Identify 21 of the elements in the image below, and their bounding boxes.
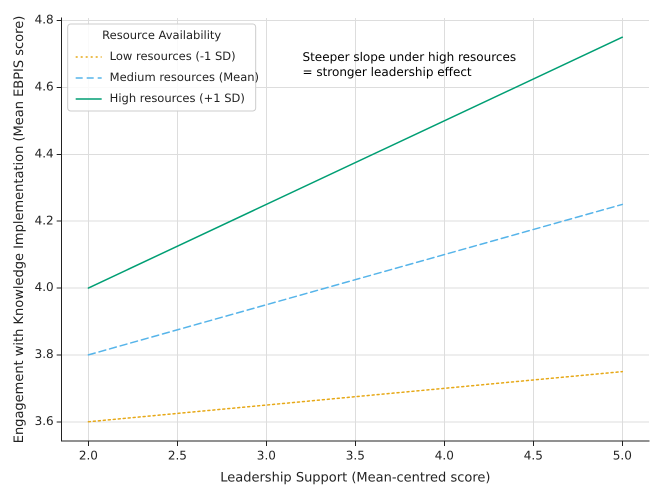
annotation: Steeper slope under high resources = stronger leadership effect [302, 50, 516, 80]
x-tick-label: 2.0 [78, 448, 98, 462]
legend-label: Medium resources (Mean) [110, 70, 260, 84]
y-tick-label: 4.0 [34, 280, 54, 294]
x-tick-label: 4.0 [434, 448, 454, 462]
x-tick-label: 2.5 [168, 448, 187, 462]
x-tick-label: 3.5 [346, 448, 365, 462]
y-tick-label: 3.6 [34, 414, 54, 428]
x-tick-label: 4.5 [524, 448, 543, 462]
y-tick-label: 4.4 [34, 146, 54, 160]
x-axis-title: Leadership Support (Mean-centred score) [220, 470, 490, 486]
legend-label: High resources (+1 SD) [110, 90, 245, 105]
legend-label: Low resources (-1 SD) [110, 48, 236, 63]
y-axis-title: Engagement with Knowledge Implementation (Mean EBPIS score) [12, 16, 28, 444]
y-tick-label: 4.6 [34, 80, 54, 94]
legend-title: Resource Availability [102, 28, 222, 42]
x-tick-label: 5.0 [612, 448, 632, 462]
x-tick-label: 3.0 [256, 448, 276, 462]
y-tick-label: 3.8 [34, 347, 54, 362]
y-tick-label: 4.8 [34, 12, 54, 27]
y-tick-label: 4.2 [34, 213, 54, 228]
